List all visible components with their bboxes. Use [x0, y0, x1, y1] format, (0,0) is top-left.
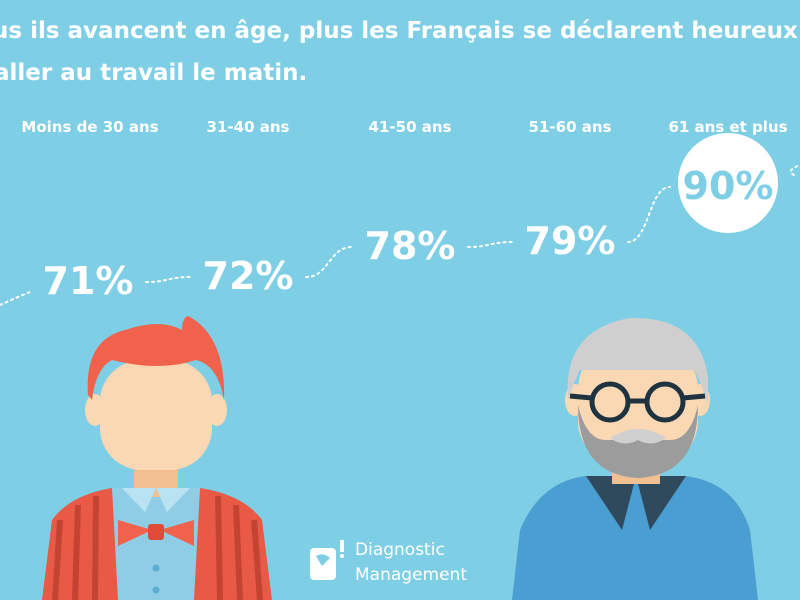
collar-left	[586, 476, 636, 530]
title-line-2: aller au travail le matin.	[0, 60, 308, 86]
category-label: 41-50 ans	[368, 118, 452, 136]
category-label: 51-60 ans	[528, 118, 612, 136]
logo-text-line-1: Diagnostic	[355, 540, 445, 560]
category-label: 61 ans et plus	[668, 118, 788, 136]
category-label: 31-40 ans	[206, 118, 290, 136]
beard	[578, 405, 698, 478]
logo-icon	[310, 540, 344, 580]
collar-right	[636, 476, 686, 530]
hair	[87, 316, 225, 400]
series-line-segment	[0, 291, 31, 306]
illustrations	[42, 316, 758, 600]
value-label: 71%	[43, 259, 134, 303]
bow-tie-left	[118, 520, 152, 546]
series-line-segment	[145, 276, 191, 283]
face	[100, 360, 212, 470]
bow-tie-right	[160, 520, 194, 546]
collar-left	[122, 488, 156, 512]
series-line-segment	[789, 164, 800, 176]
shirt	[112, 488, 200, 600]
shirt-button	[152, 586, 160, 594]
face	[578, 345, 698, 465]
category-label: Moins de 30 ans	[21, 118, 159, 136]
value-label: 79%	[525, 219, 616, 263]
value-label: 90%	[683, 164, 774, 208]
old-man-illustration	[512, 317, 758, 600]
series-line-segment	[627, 186, 671, 243]
sweater	[512, 476, 758, 600]
logo-text-line-2: Management	[355, 565, 467, 585]
shirt-button	[152, 564, 160, 572]
title-line-1: us ils avancent en âge, plus les Françai…	[0, 18, 798, 44]
hair	[567, 317, 708, 405]
young-man-illustration	[42, 316, 272, 600]
collar-right	[156, 488, 190, 512]
data-series	[0, 133, 800, 306]
value-label: 78%	[365, 224, 456, 268]
mustache	[610, 429, 666, 444]
glasses	[569, 381, 706, 423]
highlight-circle	[678, 133, 778, 233]
series-line-segment	[467, 241, 513, 248]
value-labels: 71% 72% 78% 79% 90%	[43, 164, 774, 303]
value-label: 72%	[203, 254, 294, 298]
vest-stripes	[52, 495, 263, 600]
bow-tie-knot	[148, 524, 164, 540]
series-line-segment	[305, 246, 353, 278]
